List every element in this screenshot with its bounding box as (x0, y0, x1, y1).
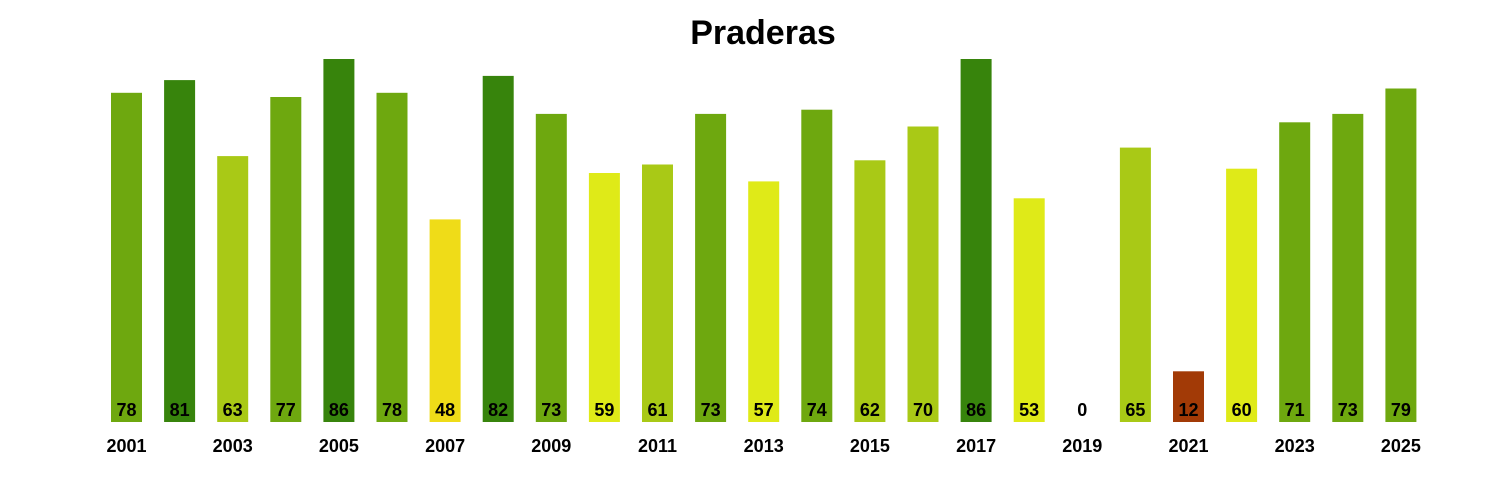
bar-value-label-2011: 61 (647, 400, 667, 420)
bar-2003 (217, 156, 249, 422)
bar-2006 (376, 92, 408, 423)
bar-2014 (801, 109, 833, 422)
bar-value-label-2010: 59 (594, 400, 614, 420)
bar-2020 (1119, 147, 1151, 422)
bar-value-label-2008: 82 (488, 400, 508, 420)
bar-value-label-2016: 70 (913, 400, 933, 420)
bar-2004 (270, 97, 302, 422)
bar-2002 (164, 80, 196, 422)
x-tick-label-2011: 2011 (638, 436, 677, 456)
bar-2012 (695, 113, 727, 423)
bar-2018 (1013, 198, 1045, 422)
bar-2017 (960, 59, 992, 422)
bar-value-label-2021: 12 (1178, 400, 1198, 420)
bar-2021 (1173, 371, 1204, 422)
value-labels-group: 78 81 63 77 86 78 48 82 73 59 61 73 57 74 62 70 86 53 0 65 1… (116, 400, 1410, 420)
bars-group (111, 59, 1417, 423)
bar-2010 (588, 173, 620, 422)
bar-value-label-2022: 60 (1232, 400, 1252, 420)
chart-title: Praderas (690, 14, 836, 52)
x-tick-label-2025: 2025 (1381, 436, 1421, 456)
bar-value-label-2004: 77 (276, 400, 296, 420)
x-tick-label-2019: 2019 (1062, 436, 1102, 456)
x-tick-label-2009: 2009 (531, 436, 571, 456)
x-tick-label-2001: 2001 (106, 436, 146, 456)
bar-value-label-2017: 86 (966, 400, 986, 420)
x-tick-label-2021: 2021 (1168, 436, 1208, 456)
bar-value-label-2019: 0 (1077, 400, 1087, 420)
x-tick-label-2023: 2023 (1275, 436, 1315, 456)
bar-value-label-2003: 63 (223, 400, 243, 420)
bar-2013 (748, 181, 780, 422)
bar-value-label-2014: 74 (807, 400, 827, 420)
bar-2015 (854, 160, 886, 423)
bar-value-label-2024: 73 (1338, 400, 1358, 420)
x-tick-label-2003: 2003 (213, 436, 253, 456)
bar-value-label-2002: 81 (170, 400, 190, 420)
bar-value-label-2020: 65 (1125, 400, 1145, 420)
x-tick-label-2015: 2015 (850, 436, 890, 456)
bar-2025 (1385, 88, 1417, 422)
bar-2001 (111, 92, 142, 423)
bar-value-label-2025: 79 (1391, 400, 1411, 420)
bar-value-label-2005: 86 (329, 400, 349, 420)
bar-2007 (429, 219, 461, 422)
x-tick-label-2005: 2005 (319, 436, 359, 456)
bar-value-label-2006: 78 (382, 400, 402, 420)
bar-2005 (323, 59, 355, 422)
x-tick-label-2017: 2017 (956, 436, 996, 456)
bar-2011 (642, 164, 673, 422)
bar-2024 (1332, 113, 1364, 423)
bar-value-label-2012: 73 (701, 400, 721, 420)
bar-value-label-2009: 73 (541, 400, 561, 420)
bar-value-label-2013: 57 (754, 400, 774, 420)
bar-2016 (907, 126, 939, 422)
bar-2009 (535, 113, 567, 423)
x-tick-label-2013: 2013 (744, 436, 784, 456)
bar-value-label-2018: 53 (1019, 400, 1039, 420)
bar-2023 (1279, 122, 1311, 423)
bar-value-label-2001: 78 (116, 400, 136, 420)
bar-2008 (482, 75, 514, 423)
bar-value-label-2023: 71 (1285, 400, 1305, 420)
x-tick-labels-group: 2001 2003 2005 2007 2009 2011 2013 2015 2017 2019… (106, 436, 1420, 456)
x-tick-label-2007: 2007 (425, 436, 465, 456)
bar-value-label-2015: 62 (860, 400, 880, 420)
bar-2022 (1226, 168, 1258, 422)
bar-value-label-2007: 48 (435, 400, 455, 420)
